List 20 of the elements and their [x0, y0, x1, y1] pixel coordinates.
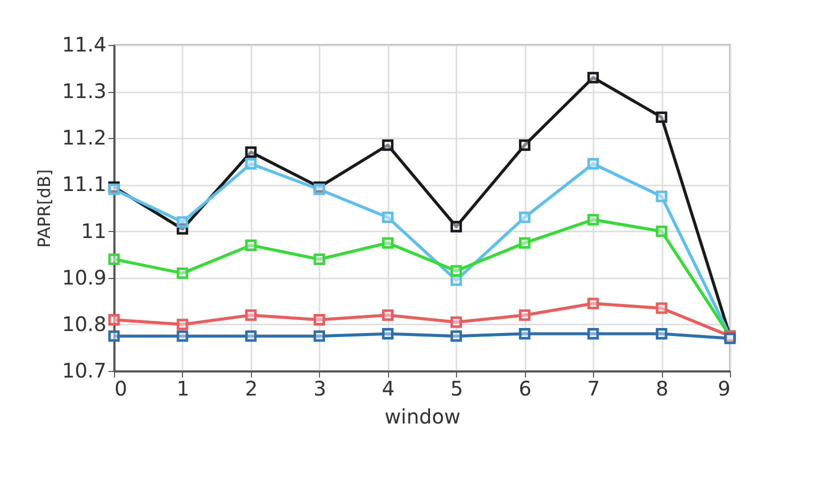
y-tick-label: 11.1 — [62, 172, 106, 196]
y-tick-label: 10.8 — [62, 312, 106, 336]
x-tick-label: 1 — [176, 376, 190, 400]
y-tick-label: 10.9 — [62, 265, 106, 290]
y-tick-label: 10.7 — [62, 358, 106, 382]
x-tick-label: 4 — [382, 376, 395, 400]
x-tick-label: 3 — [313, 376, 326, 400]
x-tick-label: 5 — [450, 376, 464, 400]
y-tick-label: 11 — [81, 218, 106, 243]
y-axis-title: PAPR[dB] — [34, 169, 55, 248]
x-axis-title: window — [384, 404, 460, 428]
x-tick-label: 6 — [518, 376, 532, 400]
y-tick-label: 11.3 — [62, 79, 106, 104]
y-tick-label: 11.2 — [62, 126, 106, 150]
x-tick-label: 7 — [587, 376, 600, 400]
x-tick-label: 9 — [718, 376, 730, 400]
x-tick-label: 0 — [114, 376, 128, 400]
x-tick-label: 8 — [656, 376, 668, 400]
x-tick-label: 2 — [245, 376, 258, 400]
y-tick-label: 11.4 — [62, 32, 106, 56]
